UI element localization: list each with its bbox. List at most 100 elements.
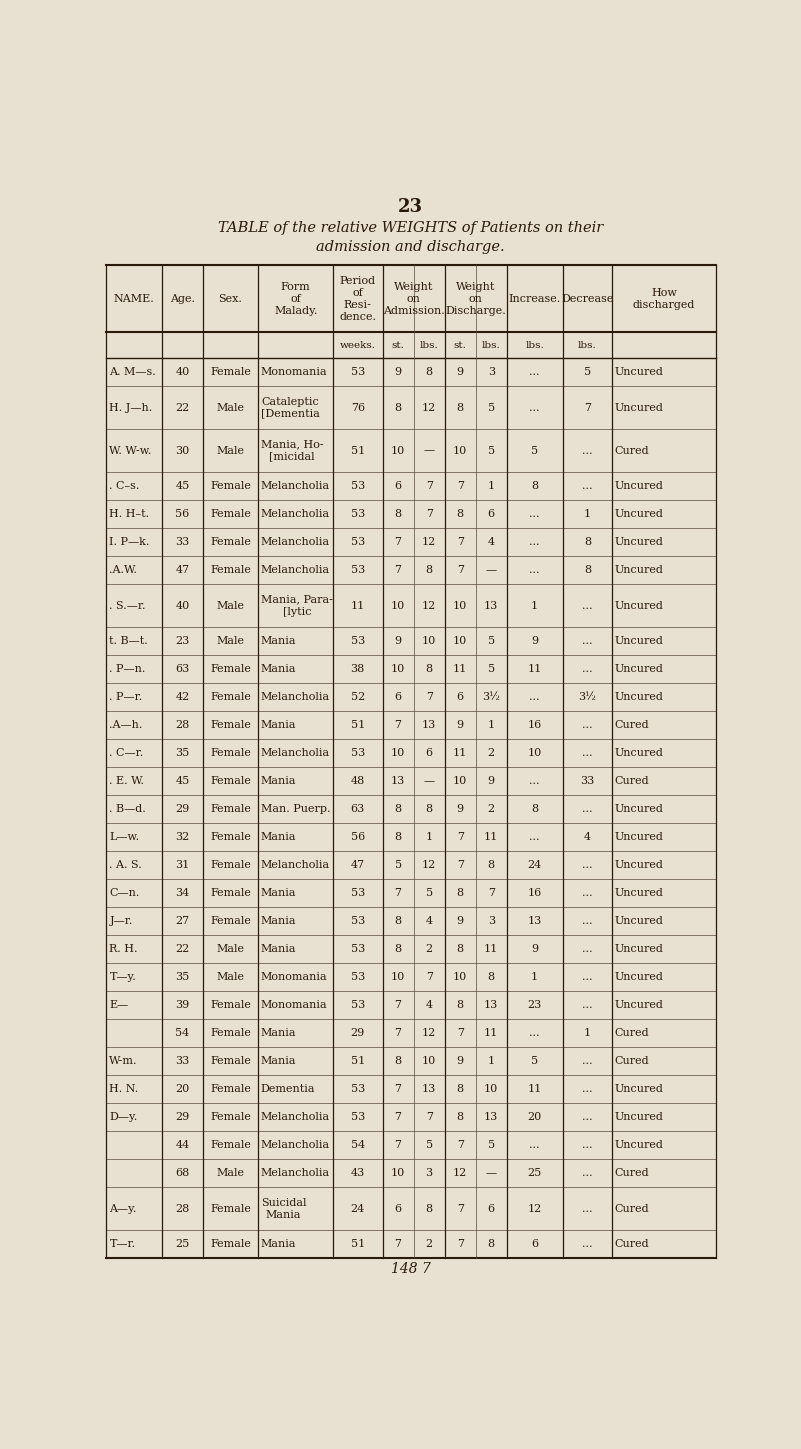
Text: H. H–t.: H. H–t. bbox=[110, 509, 150, 519]
Text: Male: Male bbox=[216, 972, 244, 982]
Text: Female: Female bbox=[210, 748, 251, 758]
Text: 7: 7 bbox=[425, 1113, 433, 1123]
Text: ...: ... bbox=[582, 945, 593, 955]
Text: 16: 16 bbox=[528, 888, 541, 898]
Text: 8: 8 bbox=[584, 565, 591, 575]
Text: 10: 10 bbox=[391, 601, 405, 610]
Text: ...: ... bbox=[529, 403, 540, 413]
Text: Cured: Cured bbox=[614, 1239, 649, 1249]
Text: 8: 8 bbox=[457, 945, 464, 955]
Text: 7: 7 bbox=[395, 1140, 401, 1151]
Text: 5: 5 bbox=[488, 636, 495, 646]
Text: 12: 12 bbox=[422, 403, 437, 413]
Text: Mania: Mania bbox=[261, 777, 296, 787]
Text: 11: 11 bbox=[484, 832, 498, 842]
Text: 12: 12 bbox=[453, 1168, 467, 1178]
Text: 4: 4 bbox=[488, 538, 495, 548]
Text: 56: 56 bbox=[351, 832, 365, 842]
Text: Form
of
Malady.: Form of Malady. bbox=[274, 281, 317, 316]
Text: Cured: Cured bbox=[614, 446, 649, 455]
Text: 12: 12 bbox=[528, 1204, 541, 1214]
Text: ...: ... bbox=[582, 1000, 593, 1010]
Text: ...: ... bbox=[582, 748, 593, 758]
Text: 53: 53 bbox=[351, 945, 365, 955]
Text: Female: Female bbox=[210, 538, 251, 548]
Text: 3½: 3½ bbox=[482, 693, 500, 703]
Text: 53: 53 bbox=[351, 367, 365, 377]
Text: Uncured: Uncured bbox=[614, 888, 663, 898]
Text: Uncured: Uncured bbox=[614, 832, 663, 842]
Text: Uncured: Uncured bbox=[614, 1113, 663, 1123]
Text: . C—r.: . C—r. bbox=[110, 748, 143, 758]
Text: ...: ... bbox=[582, 1113, 593, 1123]
Text: Man. Puerp.: Man. Puerp. bbox=[261, 804, 330, 814]
Text: . E. W.: . E. W. bbox=[110, 777, 144, 787]
Text: 48: 48 bbox=[351, 777, 365, 787]
Text: admission and discharge.: admission and discharge. bbox=[316, 239, 505, 254]
Text: Uncured: Uncured bbox=[614, 509, 663, 519]
Text: 5: 5 bbox=[531, 1056, 538, 1066]
Text: 10: 10 bbox=[453, 601, 467, 610]
Text: Melancholia: Melancholia bbox=[261, 509, 330, 519]
Text: 7: 7 bbox=[457, 1239, 464, 1249]
Text: 7: 7 bbox=[457, 1029, 464, 1039]
Text: C—n.: C—n. bbox=[110, 888, 140, 898]
Text: 35: 35 bbox=[175, 972, 190, 982]
Text: Uncured: Uncured bbox=[614, 861, 663, 871]
Text: Decrease: Decrease bbox=[562, 294, 614, 304]
Text: 1: 1 bbox=[425, 832, 433, 842]
Text: Uncured: Uncured bbox=[614, 403, 663, 413]
Text: 7: 7 bbox=[425, 509, 433, 519]
Text: 52: 52 bbox=[351, 693, 365, 703]
Text: 29: 29 bbox=[175, 1113, 190, 1123]
Text: ...: ... bbox=[529, 367, 540, 377]
Text: Uncured: Uncured bbox=[614, 1084, 663, 1094]
Text: 8: 8 bbox=[395, 804, 401, 814]
Text: 7: 7 bbox=[395, 1029, 401, 1039]
Text: How
discharged: How discharged bbox=[633, 288, 695, 310]
Text: Mania: Mania bbox=[261, 832, 296, 842]
Text: 11: 11 bbox=[484, 1029, 498, 1039]
Text: 8: 8 bbox=[457, 1113, 464, 1123]
Text: H. N.: H. N. bbox=[110, 1084, 139, 1094]
Text: 10: 10 bbox=[422, 636, 437, 646]
Text: ...: ... bbox=[582, 972, 593, 982]
Text: 13: 13 bbox=[422, 720, 437, 730]
Text: 51: 51 bbox=[351, 720, 365, 730]
Text: 53: 53 bbox=[351, 509, 365, 519]
Text: Uncured: Uncured bbox=[614, 538, 663, 548]
Text: Dementia: Dementia bbox=[261, 1084, 316, 1094]
Text: Melancholia: Melancholia bbox=[261, 538, 330, 548]
Text: Melancholia: Melancholia bbox=[261, 565, 330, 575]
Text: 8: 8 bbox=[425, 565, 433, 575]
Text: 9: 9 bbox=[457, 367, 464, 377]
Text: 45: 45 bbox=[175, 777, 190, 787]
Text: 6: 6 bbox=[425, 748, 433, 758]
Text: 30: 30 bbox=[175, 446, 190, 455]
Text: 11: 11 bbox=[528, 1084, 541, 1094]
Text: Female: Female bbox=[210, 777, 251, 787]
Text: 10: 10 bbox=[453, 777, 467, 787]
Text: 7: 7 bbox=[395, 1113, 401, 1123]
Text: 8: 8 bbox=[395, 1056, 401, 1066]
Text: 5: 5 bbox=[425, 888, 433, 898]
Text: 8: 8 bbox=[425, 804, 433, 814]
Text: 6: 6 bbox=[457, 693, 464, 703]
Text: 5: 5 bbox=[488, 446, 495, 455]
Text: 8: 8 bbox=[457, 403, 464, 413]
Text: lbs.: lbs. bbox=[420, 341, 438, 349]
Text: ...: ... bbox=[529, 565, 540, 575]
Text: 42: 42 bbox=[175, 693, 190, 703]
Text: L—w.: L—w. bbox=[110, 832, 139, 842]
Text: 9: 9 bbox=[457, 720, 464, 730]
Text: 23: 23 bbox=[175, 636, 190, 646]
Text: Uncured: Uncured bbox=[614, 1140, 663, 1151]
Text: 32: 32 bbox=[175, 832, 190, 842]
Text: 20: 20 bbox=[175, 1084, 190, 1094]
Text: Female: Female bbox=[210, 1204, 251, 1214]
Text: 10: 10 bbox=[484, 1084, 498, 1094]
Text: 16: 16 bbox=[528, 720, 541, 730]
Text: Female: Female bbox=[210, 1029, 251, 1039]
Text: 1: 1 bbox=[584, 509, 591, 519]
Text: Male: Male bbox=[216, 945, 244, 955]
